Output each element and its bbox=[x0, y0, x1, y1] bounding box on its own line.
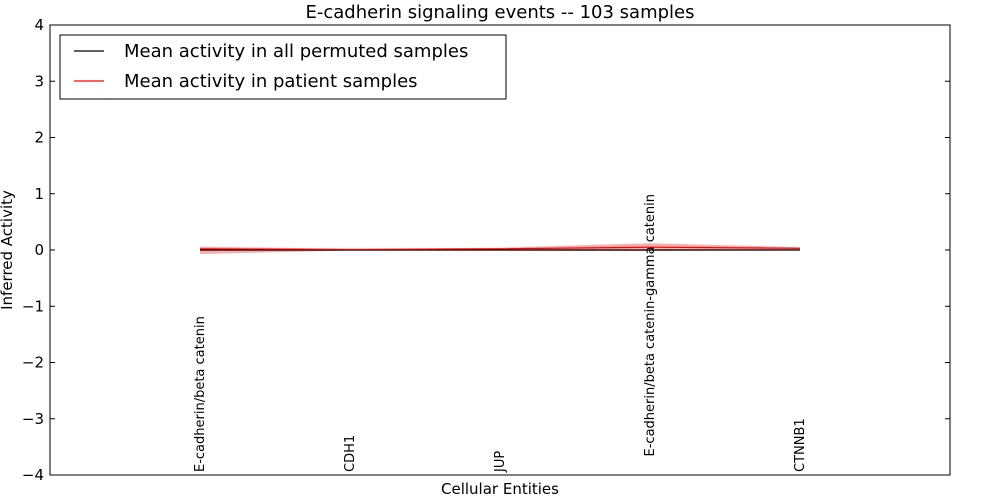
y-tick-label: 1 bbox=[34, 185, 44, 203]
chart-title: E-cadherin signaling events -- 103 sampl… bbox=[305, 2, 694, 23]
y-tick-label: −3 bbox=[22, 410, 44, 428]
category-label: E-cadherin/beta catenin bbox=[193, 316, 208, 472]
legend-label-permuted: Mean activity in all permuted samples bbox=[124, 41, 468, 62]
legend-label-patient: Mean activity in patient samples bbox=[124, 71, 418, 92]
category-label: CTNNB1 bbox=[793, 418, 808, 472]
y-tick-label: −1 bbox=[22, 297, 44, 315]
y-tick-label: 4 bbox=[34, 16, 44, 34]
patient-mean-line bbox=[199, 246, 801, 251]
y-tick-label: 2 bbox=[34, 129, 44, 147]
y-axis-ticks: −4 −3 −2 −1 0 1 2 3 4 bbox=[22, 16, 950, 484]
y-tick-label: 0 bbox=[34, 241, 44, 259]
legend-box bbox=[59, 34, 507, 100]
category-label: CDH1 bbox=[343, 435, 358, 472]
category-label: JUP bbox=[493, 451, 508, 473]
y-tick-label: −4 bbox=[22, 466, 44, 484]
y-tick-label: 3 bbox=[34, 72, 44, 90]
legend: Mean activity in all permuted samples Me… bbox=[59, 34, 507, 100]
y-axis-label: Inferred Activity bbox=[0, 190, 16, 310]
category-labels: E-cadherin/beta catenin CDH1 JUP E-cadherin… bbox=[193, 194, 808, 473]
category-label: E-cadherin/beta catenin-gamma catenin bbox=[643, 194, 658, 456]
x-axis-label: Cellular Entities bbox=[441, 480, 559, 498]
y-tick-label: −2 bbox=[22, 354, 44, 372]
series-lines bbox=[199, 246, 801, 251]
